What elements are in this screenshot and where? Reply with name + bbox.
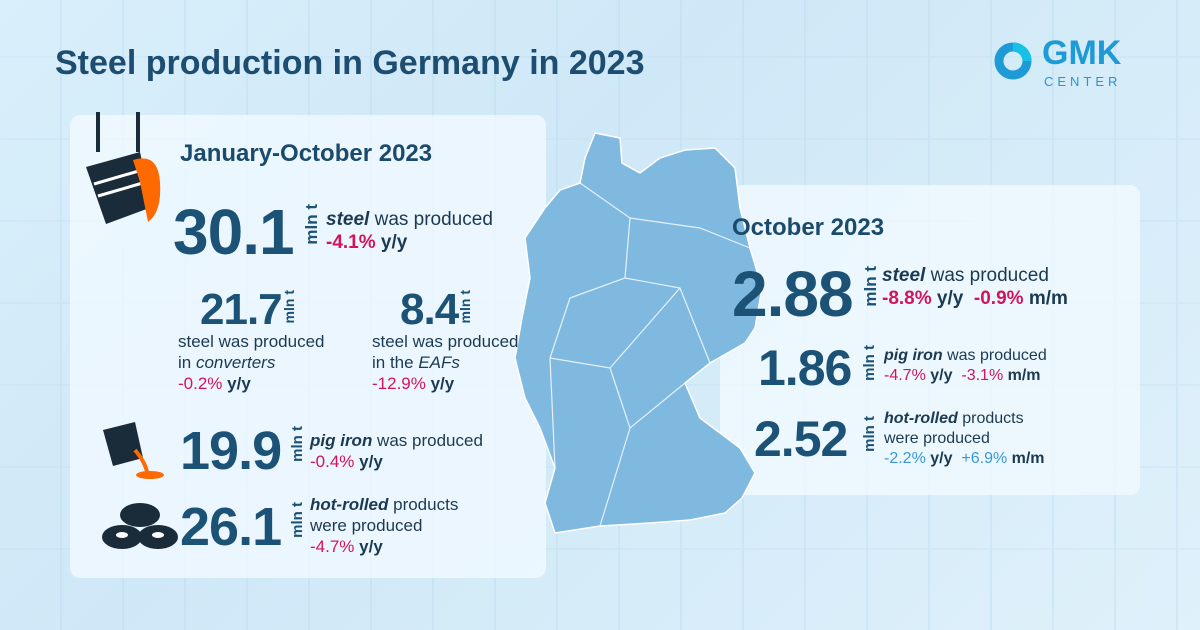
gmk-logo: GMK CENTER: [992, 34, 1121, 89]
converters-text: steel was produced in converters -0.2% y…: [178, 332, 325, 393]
logo-text: GMK: [1042, 34, 1122, 72]
page-title: Steel production in Germany in 2023: [55, 44, 645, 82]
unit-label: mln t: [281, 290, 297, 324]
jan-oct-pig-iron-text: pig iron was produced -0.4% y/y: [310, 431, 483, 471]
jan-oct-steel-value: 30.1: [173, 196, 295, 268]
map-shape: [514, 132, 763, 534]
unit-label: mln t: [289, 426, 306, 462]
logo-ring-icon: [994, 42, 1032, 80]
jan-oct-heading: January-October 2023: [180, 140, 433, 167]
october-heading: October 2023: [732, 214, 885, 241]
unit-label: mln t: [289, 502, 306, 538]
eaf-value: 8.4: [400, 285, 459, 334]
unit-label: mln t: [457, 290, 473, 324]
oct-steel-value: 2.88: [732, 258, 854, 330]
jan-oct-steel-text: steel was produced -4.1% y/y: [326, 209, 493, 253]
oct-pig-iron-value: 1.86: [758, 340, 852, 396]
unit-label: mln t: [861, 266, 880, 307]
steel-coils-icon: [102, 503, 178, 549]
converters-value: 21.7: [200, 285, 283, 334]
oct-hot-rolled-text: hot-rolled products were produced -2.2% …: [884, 410, 1045, 467]
unit-label: mln t: [302, 204, 321, 245]
unit-label: mln t: [861, 345, 878, 381]
pig-iron-icon: [103, 422, 164, 479]
oct-steel-text: steel was produced -8.8% y/y -0.9% m/m: [882, 265, 1068, 309]
jan-oct-hot-rolled-text: hot-rolled products were produced -4.7% …: [310, 495, 459, 556]
oct-hot-rolled-value: 2.52: [754, 411, 848, 467]
oct-pig-iron-text: pig iron was produced -4.7% y/y -3.1% m/…: [884, 347, 1047, 384]
jan-oct-pig-iron-value: 19.9: [180, 421, 282, 481]
germany-map: [514, 132, 763, 534]
jan-oct-hot-rolled-value: 26.1: [180, 497, 282, 557]
eaf-text: steel was produced in the EAFs -12.9% y/…: [372, 332, 519, 393]
logo-subtext: CENTER: [1044, 74, 1122, 89]
october-panel: [720, 185, 1140, 495]
ladle-icon: [86, 112, 161, 224]
unit-label: mln t: [861, 416, 878, 452]
